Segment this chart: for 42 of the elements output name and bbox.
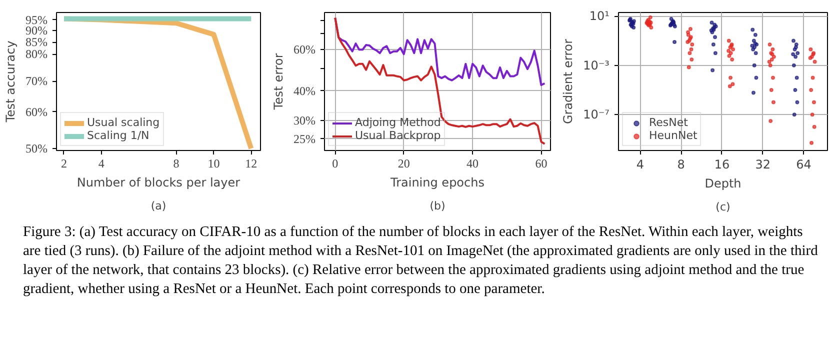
x-tick-label: 64	[796, 158, 812, 172]
x-tick-label: 60	[535, 156, 548, 170]
y-tick-label: 60%	[26, 104, 48, 119]
legend-label: Usual scaling	[87, 116, 160, 129]
x-tick-label: 10	[208, 156, 220, 170]
x-axis-title: Depth	[704, 176, 742, 190]
x-tick-label: 2	[60, 156, 67, 170]
x-axis-title: Number of blocks per layer	[76, 176, 240, 190]
y-tick-label: 10¹	[589, 9, 610, 24]
x-tick-label: 4	[636, 158, 644, 172]
y-tick-label: 25%	[294, 132, 316, 146]
y-tick-label: 40%	[294, 84, 316, 98]
legend-label: HeunNet	[649, 129, 698, 142]
y-axis-title: Gradient error	[561, 38, 576, 124]
x-axis-title: Training epochs	[390, 176, 484, 190]
y-axis-title: Test accuracy	[4, 40, 18, 124]
x-tick-label: 20	[398, 156, 410, 170]
y-tick-label: 80%	[26, 47, 48, 62]
x-tick-label: 12	[245, 156, 258, 170]
legend-label: ResNet	[649, 116, 688, 129]
y-tick-label: 10⁻⁷	[583, 108, 610, 122]
x-tick-label: 0	[332, 156, 338, 170]
y-tick-label: 60%	[294, 42, 316, 57]
legend-label: Adjoing Method	[355, 116, 441, 129]
x-tick-label: 40	[466, 156, 479, 170]
x-tick-label: 32	[755, 158, 771, 172]
x-tick-label: 4	[98, 156, 104, 170]
x-tick-label: 16	[714, 158, 730, 172]
y-tick-label: 70%	[26, 74, 48, 88]
text: (b)	[430, 200, 446, 212]
legend-label: Usual Backprop	[355, 129, 441, 142]
x-tick-label: 8	[677, 158, 685, 172]
y-tick-label: 50%	[26, 141, 48, 156]
x-tick-label: 8	[173, 156, 180, 170]
y-tick-label: 10⁻³	[583, 58, 610, 72]
y-tick-label: 30%	[294, 113, 316, 128]
y-axis-title: Test error	[272, 53, 286, 111]
legend-label: Scaling 1/N	[87, 129, 150, 142]
text: (c)	[716, 200, 730, 214]
caption: Figure 3: (a) Test accuracy on CIFAR-10 as a function of the number of blocks in each layer of the ResNet. Within each layer, weights are tied (3 runs). (b) Failure of the adjoint method with a ResNet-101 on ImageNet (the approximated gradients are only used in the third layer of the network, that contains 23 blocks). (c) Relative error between the approximated gradients using adjoint method and the true gradient, whether using a ResNet or a HeunNet. Each point corresponds to one parameter.	[23, 223, 819, 298]
text: (a)	[150, 200, 166, 212]
y-tick-label: 85%	[26, 35, 48, 50]
